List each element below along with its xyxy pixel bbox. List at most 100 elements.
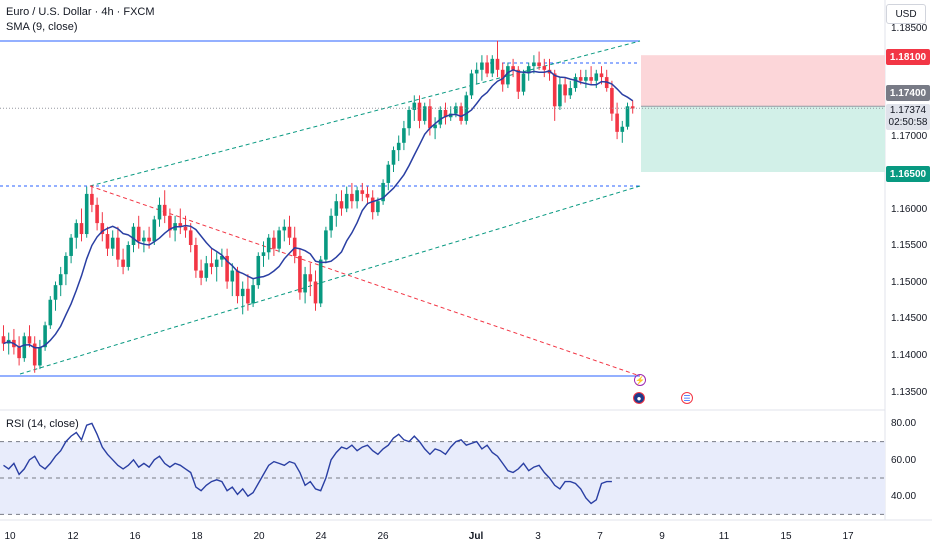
candle-body: [630, 106, 635, 109]
candle-body: [17, 347, 21, 359]
candle-body: [402, 128, 406, 143]
candle-body: [344, 193, 349, 209]
candle-body: [43, 325, 47, 348]
symbol-title[interactable]: Euro / U.S. Dollar · 4h · FXCM: [6, 6, 155, 18]
candle-body: [261, 252, 266, 256]
price-tick: 1.15000: [891, 277, 928, 288]
candle-body: [53, 285, 58, 300]
candle-body: [209, 263, 214, 267]
candle-body: [162, 204, 167, 216]
candle-body: [95, 204, 99, 224]
candle-body: [391, 150, 396, 165]
candle-body: [277, 230, 281, 249]
candle-body: [116, 237, 120, 260]
entry-price-tag: 1.17400: [886, 85, 930, 101]
candle-body: [136, 226, 141, 242]
rsi-tick: 80.00: [891, 418, 917, 429]
time-tick: 9: [659, 531, 665, 542]
candle-body: [558, 84, 562, 107]
candle-body: [537, 62, 541, 67]
candle-body: [152, 219, 157, 242]
candle-body: [298, 255, 302, 293]
candle-body: [105, 234, 110, 249]
time-tick: 3: [535, 531, 541, 542]
candle-body: [620, 126, 625, 132]
candle-body: [251, 285, 255, 304]
candle-body: [417, 102, 422, 121]
candle-body: [485, 62, 489, 74]
price-tick: 1.14500: [891, 313, 928, 324]
candle-body: [506, 66, 510, 85]
candle-body: [433, 124, 437, 129]
lightning-icon[interactable]: ⚡: [634, 374, 646, 386]
candle-body: [126, 245, 131, 267]
sma-line: [3, 68, 634, 349]
time-tick: 10: [4, 531, 16, 542]
candle-body: [516, 69, 521, 92]
candle-body: [526, 66, 531, 74]
candle-body: [194, 245, 198, 271]
rsi-legend[interactable]: RSI (14, close): [6, 418, 79, 430]
rsi-tick: 40.00: [891, 491, 917, 502]
currency-button[interactable]: USD: [886, 4, 926, 24]
candle-body: [615, 113, 619, 132]
time-tick: 20: [253, 531, 265, 542]
candle-body: [542, 66, 547, 70]
candle-body: [511, 66, 515, 70]
candle-body: [610, 88, 614, 114]
candle-body: [74, 223, 79, 238]
candle-body: [422, 106, 427, 121]
time-tick: 16: [129, 531, 141, 542]
candle-body: [376, 201, 380, 213]
candle-body: [464, 95, 469, 121]
descending-trendline: [89, 185, 641, 377]
candle-body: [490, 58, 495, 74]
time-tick: 18: [191, 531, 203, 542]
candle-body: [292, 237, 297, 256]
take-profit-zone: [641, 106, 885, 172]
candle-body: [407, 109, 411, 129]
price-tick: 1.16000: [891, 204, 928, 215]
candle-body: [573, 77, 578, 89]
candle-body: [589, 77, 593, 81]
candle-body: [121, 259, 125, 267]
candle-body: [246, 288, 250, 304]
us-flag-icon[interactable]: ☰: [681, 392, 693, 404]
candle-body: [303, 274, 307, 293]
time-tick: 12: [67, 531, 79, 542]
candle-body: [142, 237, 146, 242]
price-tick: 1.13500: [891, 387, 928, 398]
time-tick: Jul: [468, 531, 484, 542]
candle-body: [230, 270, 235, 282]
candle-body: [183, 226, 188, 231]
price-tick: 1.15500: [891, 240, 928, 251]
time-tick: 7: [597, 531, 603, 542]
candle-body: [131, 226, 136, 245]
price-tick: 1.17000: [891, 131, 928, 142]
candle-body: [428, 106, 432, 129]
candle-body: [370, 197, 375, 213]
candle-body: [1, 336, 6, 344]
stop-loss-price-tag: 1.18100: [886, 49, 930, 65]
take-profit-price-tag: 1.16500: [886, 166, 930, 182]
candle-body: [220, 255, 224, 260]
candle-body: [168, 215, 172, 231]
candle-body: [235, 270, 240, 297]
candle-body: [313, 281, 318, 304]
candle-body: [625, 106, 630, 127]
candle-body: [360, 190, 365, 194]
candle-body: [365, 193, 370, 198]
candle-body: [69, 237, 73, 256]
sma-legend[interactable]: SMA (9, close): [6, 21, 78, 33]
candle-body: [339, 201, 344, 209]
globe-icon[interactable]: ●: [633, 392, 645, 404]
time-tick: 15: [780, 531, 792, 542]
candle-body: [27, 336, 32, 344]
candle-body: [495, 58, 500, 70]
candle-body: [386, 164, 391, 183]
candle-body: [22, 336, 27, 359]
time-tick: 26: [377, 531, 389, 542]
candle-body: [578, 77, 583, 81]
